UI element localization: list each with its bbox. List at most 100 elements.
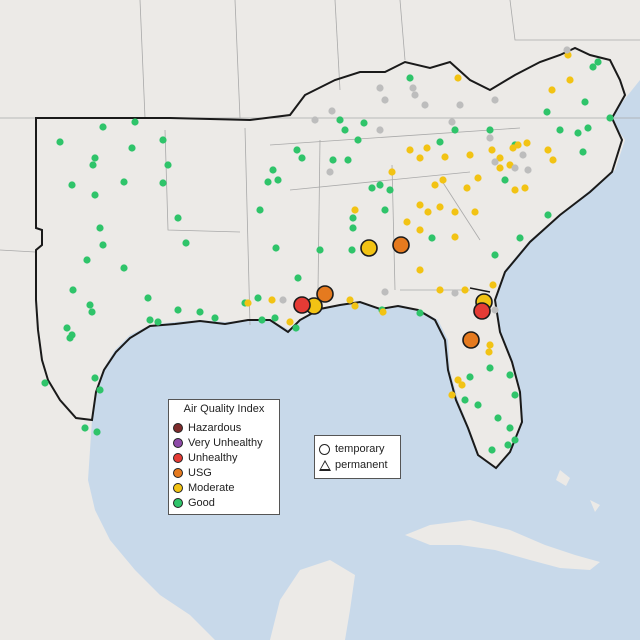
- legend-item-usg: USG: [173, 466, 212, 480]
- station-marker: [504, 441, 512, 449]
- temporary-station-marker: [462, 331, 480, 349]
- station-marker: [254, 294, 262, 302]
- station-marker: [154, 318, 162, 326]
- station-marker: [506, 371, 514, 379]
- station-marker: [406, 146, 414, 154]
- legend-item-temporary: temporary: [319, 442, 385, 456]
- station-marker: [388, 168, 396, 176]
- station-marker: [131, 118, 139, 126]
- station-marker: [471, 208, 479, 216]
- station-marker: [86, 301, 94, 309]
- usg-swatch: [173, 468, 183, 478]
- moderate-swatch: [173, 483, 183, 493]
- good-swatch: [173, 498, 183, 508]
- station-marker: [416, 154, 424, 162]
- station-marker: [96, 224, 104, 232]
- station-marker: [381, 206, 389, 214]
- station-marker: [451, 126, 459, 134]
- legend-item-moderate: Moderate: [173, 481, 234, 495]
- station-marker: [511, 164, 519, 172]
- station-marker: [448, 118, 456, 126]
- station-marker: [269, 166, 277, 174]
- station-marker: [423, 144, 431, 152]
- temporary-station-marker: [316, 285, 334, 303]
- station-marker: [451, 208, 459, 216]
- station-marker: [424, 208, 432, 216]
- legend-title: Air Quality Index: [183, 403, 265, 415]
- station-marker: [494, 414, 502, 422]
- triangle-icon: [319, 459, 331, 471]
- station-marker: [89, 161, 97, 169]
- station-marker: [403, 218, 411, 226]
- station-marker: [81, 424, 89, 432]
- station-marker: [514, 141, 522, 149]
- station-marker: [274, 176, 282, 184]
- station-marker: [244, 299, 252, 307]
- station-marker: [69, 286, 77, 294]
- station-marker: [416, 266, 424, 274]
- station-marker: [589, 63, 597, 71]
- station-marker: [336, 116, 344, 124]
- station-marker: [348, 246, 356, 254]
- station-marker: [164, 161, 172, 169]
- temporary-station-marker: [293, 296, 311, 314]
- station-marker: [196, 308, 204, 316]
- station-marker: [120, 264, 128, 272]
- legend-item-good: Good: [173, 496, 215, 510]
- station-marker: [88, 308, 96, 316]
- station-marker: [519, 151, 527, 159]
- yucatan: [270, 560, 355, 640]
- legend-item-hazardous: Hazardous: [173, 421, 241, 435]
- station-marker: [329, 156, 337, 164]
- station-marker: [456, 101, 464, 109]
- station-marker: [258, 316, 266, 324]
- station-marker: [463, 184, 471, 192]
- station-marker: [279, 296, 287, 304]
- station-marker: [556, 126, 564, 134]
- bahamas: [556, 470, 600, 512]
- legend-label: temporary: [335, 443, 385, 455]
- station-marker: [341, 126, 349, 134]
- very-unhealthy-swatch: [173, 438, 183, 448]
- station-marker: [174, 306, 182, 314]
- station-marker: [344, 156, 352, 164]
- station-marker: [271, 314, 279, 322]
- station-marker: [579, 148, 587, 156]
- station-marker: [594, 58, 602, 66]
- station-marker: [416, 201, 424, 209]
- region-boundary: [35, 46, 627, 470]
- station-marker: [379, 308, 387, 316]
- station-marker: [66, 334, 74, 342]
- legend-label: Good: [188, 497, 215, 509]
- station-marker: [91, 154, 99, 162]
- station-marker: [421, 101, 429, 109]
- station-marker: [294, 274, 302, 282]
- station-marker: [316, 246, 324, 254]
- station-marker: [451, 289, 459, 297]
- station-marker: [128, 144, 136, 152]
- station-marker: [511, 186, 519, 194]
- station-marker: [523, 139, 531, 147]
- station-marker: [91, 374, 99, 382]
- station-marker: [496, 154, 504, 162]
- station-marker: [544, 146, 552, 154]
- station-marker: [409, 84, 417, 92]
- station-marker: [211, 314, 219, 322]
- station-marker: [458, 381, 466, 389]
- station-marker: [349, 214, 357, 222]
- station-marker: [486, 341, 494, 349]
- station-marker: [91, 191, 99, 199]
- station-marker: [99, 123, 107, 131]
- station-marker: [461, 286, 469, 294]
- station-marker: [99, 241, 107, 249]
- monitor-type-legend: temporary permanent: [314, 435, 401, 479]
- station-marker: [511, 436, 519, 444]
- station-marker: [293, 146, 301, 154]
- station-marker: [584, 124, 592, 132]
- station-marker: [360, 119, 368, 127]
- station-marker: [496, 164, 504, 172]
- station-marker: [376, 126, 384, 134]
- station-marker: [83, 256, 91, 264]
- legend-label: Unhealthy: [188, 452, 238, 464]
